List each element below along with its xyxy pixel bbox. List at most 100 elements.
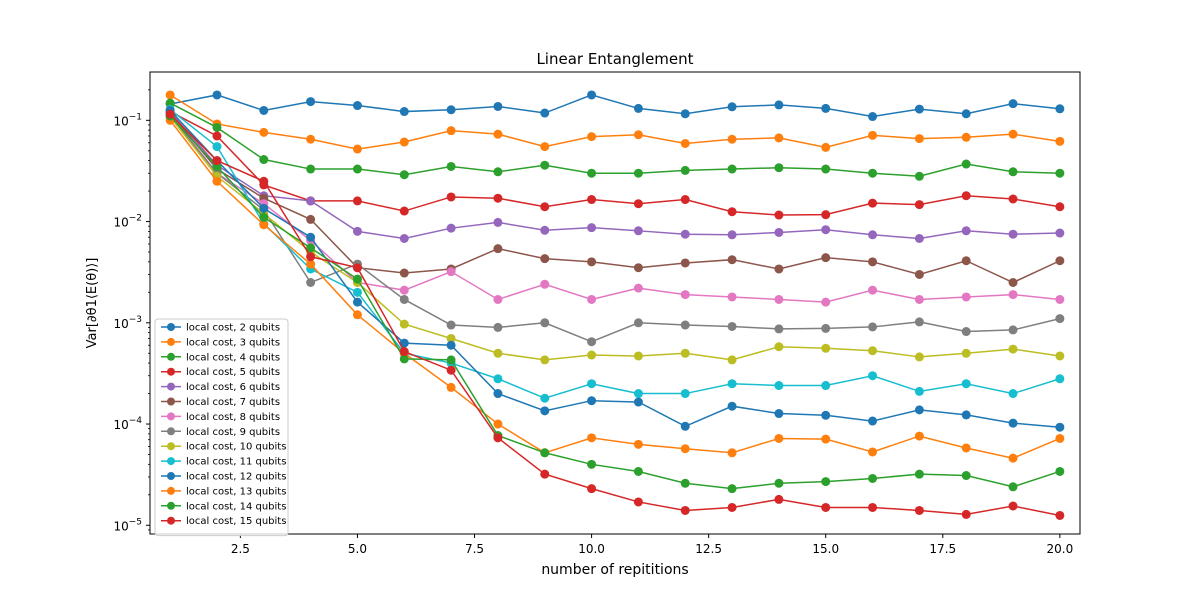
data-point	[212, 90, 222, 100]
data-point	[868, 416, 878, 426]
legend-item: local cost, 4 qubits	[161, 352, 280, 363]
data-point	[680, 195, 690, 205]
data-point	[727, 292, 737, 302]
data-point	[914, 317, 924, 327]
y-tick-label: 10−4	[113, 416, 142, 432]
data-point	[446, 105, 456, 115]
legend-swatch-marker	[167, 412, 175, 421]
data-point	[914, 171, 924, 181]
data-point	[212, 122, 222, 132]
data-point	[868, 285, 878, 295]
data-point	[165, 109, 175, 119]
legend-item: local cost, 14 qubits	[161, 501, 286, 512]
data-point	[1008, 344, 1018, 354]
legend-swatch-marker	[167, 516, 175, 525]
data-point	[914, 200, 924, 210]
series-3	[165, 98, 1065, 181]
data-point	[446, 267, 456, 277]
legend-label: local cost, 11 qubits	[186, 457, 286, 468]
data-point	[352, 196, 362, 206]
data-point	[914, 405, 924, 415]
data-point	[821, 297, 831, 307]
data-point	[493, 244, 503, 254]
data-point	[1055, 466, 1065, 476]
data-point	[1008, 194, 1018, 204]
data-point	[446, 126, 456, 136]
data-point	[587, 379, 597, 389]
data-point	[961, 132, 971, 142]
data-point	[633, 439, 643, 449]
data-point	[587, 223, 597, 233]
data-point	[961, 292, 971, 302]
legend-item: local cost, 5 qubits	[161, 367, 280, 378]
data-point	[493, 217, 503, 227]
y-tick-label: 10−3	[113, 315, 142, 331]
data-point	[446, 192, 456, 202]
legend-item: local cost, 10 qubits	[161, 442, 286, 453]
data-point	[727, 255, 737, 265]
data-point	[961, 348, 971, 358]
data-point	[587, 294, 597, 304]
data-point	[727, 230, 737, 240]
data-point	[680, 229, 690, 239]
data-point	[1055, 256, 1065, 266]
legend-swatch-marker	[167, 352, 175, 361]
data-point	[399, 234, 409, 244]
data-point	[399, 170, 409, 180]
legend-swatch-marker	[167, 367, 175, 376]
data-point	[493, 167, 503, 177]
data-point	[774, 133, 784, 143]
data-point	[587, 484, 597, 494]
data-point	[352, 274, 362, 284]
data-point	[259, 127, 269, 137]
data-point	[774, 342, 784, 352]
data-point	[633, 199, 643, 209]
data-point	[727, 321, 737, 331]
x-axis-label: number of repititions	[541, 562, 688, 578]
data-point	[399, 294, 409, 304]
data-point	[212, 131, 222, 141]
data-point	[259, 155, 269, 165]
data-point	[165, 90, 175, 100]
data-point	[633, 397, 643, 407]
data-point	[774, 210, 784, 220]
data-point	[1055, 510, 1065, 520]
data-point	[868, 346, 878, 356]
legend-item: local cost, 13 qubits	[161, 486, 286, 497]
series-line	[169, 102, 1060, 178]
data-point	[1008, 278, 1018, 288]
series-line	[169, 111, 1060, 240]
data-point	[352, 310, 362, 320]
data-point	[1055, 422, 1065, 432]
series-line	[169, 112, 1061, 284]
legend-label: local cost, 9 qubits	[186, 427, 280, 438]
data-point	[306, 134, 316, 144]
data-point	[493, 322, 503, 332]
legend-label: local cost, 14 qubits	[186, 501, 286, 512]
data-point	[680, 320, 690, 330]
data-point	[868, 130, 878, 140]
data-point	[914, 234, 924, 244]
data-point	[399, 206, 409, 216]
data-point	[1055, 374, 1065, 384]
data-point	[540, 108, 550, 118]
data-point	[961, 379, 971, 389]
legend-item: local cost, 6 qubits	[161, 382, 280, 393]
data-point	[821, 164, 831, 174]
data-point	[868, 198, 878, 208]
legend-swatch-marker	[167, 457, 175, 466]
data-point	[727, 502, 737, 512]
data-point	[680, 389, 690, 399]
data-point	[306, 214, 316, 224]
data-point	[493, 389, 503, 399]
data-point	[446, 365, 456, 375]
data-point	[774, 227, 784, 237]
data-point	[540, 160, 550, 170]
data-point	[399, 285, 409, 295]
data-point	[1008, 418, 1018, 428]
series-line	[169, 115, 1061, 343]
series-11	[165, 105, 1065, 432]
data-point	[540, 448, 550, 458]
x-tick-label: 5.0	[348, 542, 367, 556]
data-point	[821, 253, 831, 263]
